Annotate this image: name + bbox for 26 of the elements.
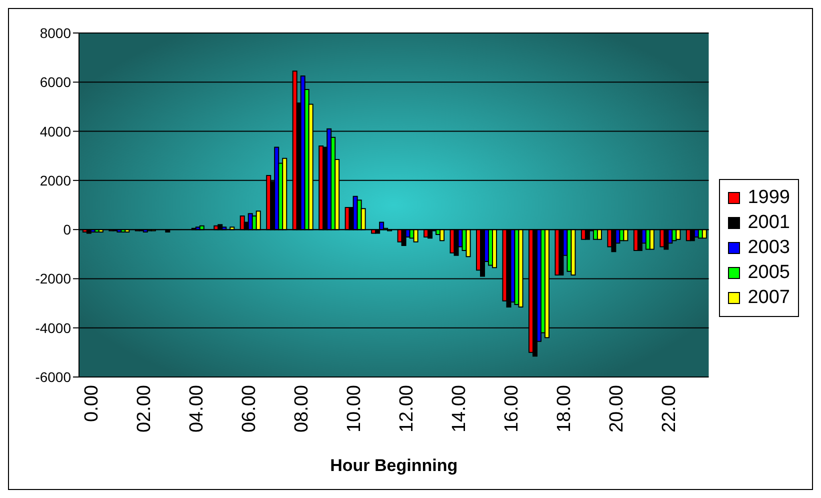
y-tick-label: 4000 bbox=[40, 123, 72, 140]
x-tick-label: 04.00 bbox=[186, 385, 208, 433]
y-tick-label: 6000 bbox=[40, 74, 72, 90]
x-tick-label: 08.00 bbox=[292, 385, 313, 433]
x-tick-label: 02.00 bbox=[134, 385, 156, 433]
x-axis-title: Hour Beginning bbox=[330, 456, 458, 475]
y-tick-label: 0 bbox=[63, 222, 72, 238]
y-tick-label: 2000 bbox=[40, 172, 72, 188]
legend-label: 2005 bbox=[748, 262, 790, 284]
x-tick-label: 22.00 bbox=[658, 385, 680, 433]
legend-label: 1999 bbox=[748, 187, 790, 209]
x-tick-label: 20.00 bbox=[606, 385, 628, 433]
x-tick-label: 10.00 bbox=[344, 385, 365, 433]
x-tick-label: 16.00 bbox=[501, 385, 522, 433]
x-tick-label: 18.00 bbox=[554, 385, 575, 433]
y-tick-label: -4000 bbox=[35, 320, 72, 336]
x-tick-label: 06.00 bbox=[239, 385, 260, 433]
x-tick-label: 12.00 bbox=[396, 385, 418, 433]
legend-label: 2003 bbox=[748, 237, 790, 259]
x-tick-label: 14.00 bbox=[448, 385, 470, 433]
y-tick-label: 8000 bbox=[40, 24, 72, 41]
x-tick-label: 0.00 bbox=[82, 385, 103, 422]
legend-label: 2001 bbox=[748, 212, 790, 234]
legend-label: 2007 bbox=[748, 287, 790, 309]
y-tick-label: -2000 bbox=[35, 270, 72, 287]
y-tick-label: -6000 bbox=[35, 368, 72, 385]
